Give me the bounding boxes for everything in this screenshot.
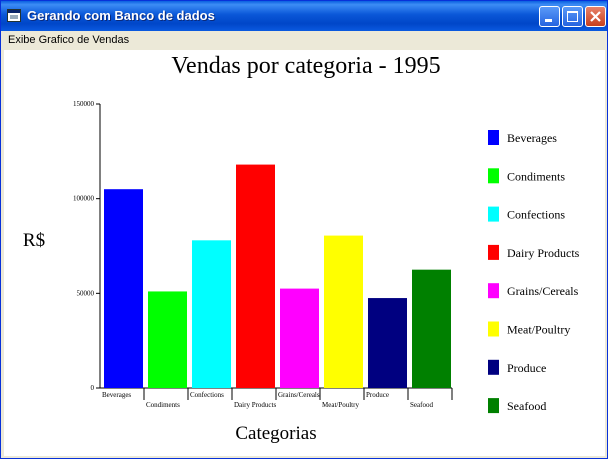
legend-label: Beverages — [507, 131, 557, 145]
maximize-icon — [567, 11, 578, 22]
close-icon — [590, 11, 601, 22]
y-axis-label: R$ — [23, 230, 45, 251]
legend-swatch — [488, 283, 499, 299]
x-tick-label: Grains/Cereals — [278, 391, 320, 399]
y-tick-label: 0 — [91, 384, 95, 392]
legend-label: Condiments — [507, 169, 565, 183]
menu-bar: Exibe Grafico de Vendas — [1, 31, 607, 50]
bar-condiments — [148, 291, 187, 388]
x-tick-label: Beverages — [102, 391, 131, 399]
legend-label: Seafood — [507, 399, 546, 413]
title-bar[interactable]: Gerando com Banco de dados — [1, 1, 607, 31]
bar-produce — [368, 298, 407, 388]
y-tick-label: 50000 — [77, 289, 95, 297]
chart-area: Vendas por categoria - 1995 R$ Categoria… — [4, 50, 605, 456]
x-tick-label: Confections — [190, 391, 224, 399]
x-tick-label: Seafood — [410, 401, 433, 409]
app-icon — [7, 9, 21, 22]
bar-beverages — [104, 189, 143, 388]
menu-item-exibe-grafico[interactable]: Exibe Grafico de Vendas — [8, 34, 130, 46]
minimize-icon — [545, 19, 552, 22]
legend: Beverages Condiments Confections Dairy Prod… — [488, 130, 580, 414]
x-tick-label: Produce — [366, 391, 389, 399]
bar-chart: Vendas por categoria - 1995 R$ Categoria… — [23, 53, 580, 444]
x-tick-label: Dairy Products — [234, 401, 276, 409]
bar-dairy-products — [236, 164, 275, 388]
bar-grains-cereals — [280, 288, 319, 388]
close-button[interactable] — [585, 6, 606, 27]
legend-swatch — [488, 130, 499, 145]
legend-swatch — [488, 168, 499, 184]
legend-label: Produce — [507, 361, 546, 375]
bar-confections — [192, 240, 231, 388]
x-axis-label: Categorias — [235, 423, 316, 444]
window-title: Gerando com Banco de dados — [27, 8, 215, 23]
legend-label: Grains/Cereals — [507, 284, 579, 298]
x-tick-label: Meat/Poultry — [322, 401, 359, 409]
plot-area: 0 50000 100000 150000 Beverages Condiments Con… — [73, 100, 453, 409]
chart-title: Vendas por categoria - 1995 — [171, 53, 440, 79]
legend-label: Confections — [507, 208, 565, 222]
minimize-button[interactable] — [539, 6, 560, 27]
maximize-button[interactable] — [562, 6, 583, 27]
x-tick-label: Condiments — [146, 401, 180, 409]
legend-swatch — [488, 359, 499, 375]
legend-swatch — [488, 398, 499, 414]
y-tick-label: 100000 — [73, 195, 95, 203]
y-tick-label: 150000 — [73, 100, 95, 108]
legend-swatch — [488, 244, 499, 260]
bar-meat-poultry — [324, 235, 363, 388]
legend-label: Meat/Poultry — [507, 323, 570, 337]
legend-swatch — [488, 321, 499, 337]
legend-swatch — [488, 206, 499, 222]
bar-seafood — [412, 269, 451, 388]
legend-label: Dairy Products — [507, 246, 580, 260]
